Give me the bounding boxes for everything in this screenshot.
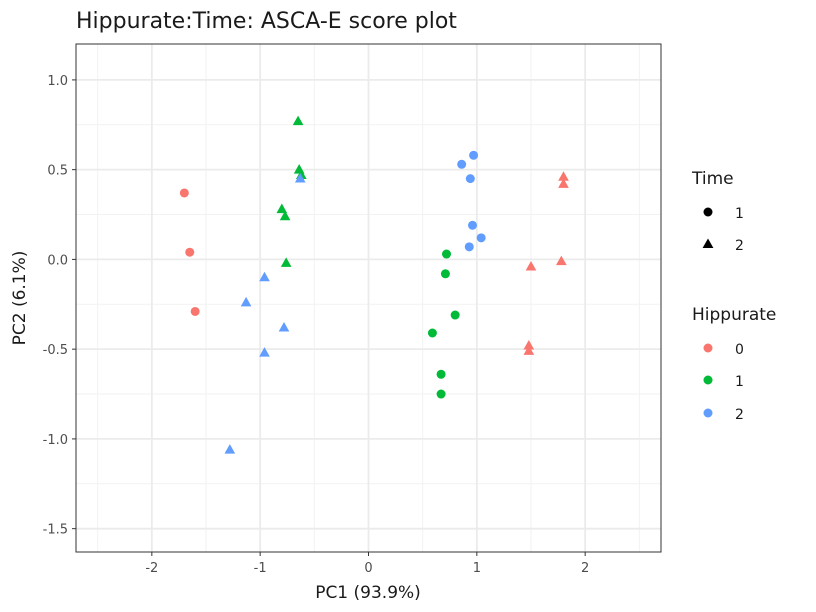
x-tick-label: 2 bbox=[581, 561, 589, 576]
chart-title: Hippurate:Time: ASCA-E score plot bbox=[76, 9, 457, 34]
legend-hippurate: Hippurate 0 1 2 bbox=[692, 305, 776, 423]
major-gridlines bbox=[76, 44, 661, 552]
legend-hippurate-label-0: 0 bbox=[735, 342, 744, 358]
data-point-triangle bbox=[523, 339, 535, 350]
y-tick-label: 1.0 bbox=[47, 74, 68, 89]
data-point-triangle bbox=[556, 255, 567, 266]
legend-time-title: Time bbox=[691, 169, 734, 189]
data-point-circle bbox=[464, 242, 474, 252]
legend-hippurate-label-1: 1 bbox=[735, 374, 744, 390]
legend-time-label-1: 1 bbox=[735, 206, 744, 222]
legend-hippurate-swatch-1 bbox=[703, 375, 713, 385]
plot-panel bbox=[75, 43, 662, 553]
data-point-triangle bbox=[224, 444, 236, 454]
legend-triangle-marker bbox=[702, 238, 714, 248]
y-tick-label: 0.5 bbox=[47, 164, 68, 179]
legend-time-label-2: 2 bbox=[735, 238, 744, 254]
data-point-circle bbox=[457, 159, 467, 169]
data-point-circle bbox=[427, 328, 437, 338]
legend-circle-marker bbox=[703, 207, 713, 217]
data-point-triangle bbox=[279, 210, 291, 221]
data-point-circle bbox=[436, 369, 446, 379]
x-axis-label: PC1 (93.9%) bbox=[315, 583, 421, 603]
data-point-triangle bbox=[259, 271, 270, 282]
data-point-circle bbox=[442, 249, 451, 259]
y-tick-label: -1.0 bbox=[43, 433, 68, 448]
data-point-triangle bbox=[292, 115, 304, 126]
x-axis: -2 -1 0 1 2 bbox=[145, 552, 589, 576]
legend-hippurate-swatch-2 bbox=[703, 408, 713, 418]
data-point-triangle bbox=[240, 296, 252, 307]
data-point-circle bbox=[469, 150, 479, 160]
data-point-circle bbox=[465, 174, 475, 184]
data-point-circle bbox=[468, 220, 477, 230]
data-point-circle bbox=[440, 269, 450, 279]
legend-hippurate-swatch-0 bbox=[703, 343, 713, 353]
data-point-circle bbox=[450, 310, 460, 320]
legend-time: Time 1 2 bbox=[691, 169, 744, 254]
x-tick-label: -2 bbox=[145, 561, 158, 576]
x-tick-label: -1 bbox=[254, 561, 267, 576]
x-tick-label: 1 bbox=[473, 561, 481, 576]
data-point-circle bbox=[190, 306, 200, 316]
data-point-triangle bbox=[280, 257, 292, 267]
y-tick-label: -0.5 bbox=[43, 343, 68, 358]
data-point-triangle bbox=[558, 171, 569, 181]
data-points bbox=[179, 115, 569, 454]
data-point-triangle bbox=[259, 347, 270, 357]
data-point-circle bbox=[436, 389, 446, 399]
data-point-triangle bbox=[523, 345, 535, 355]
y-axis: -1.5 -1.0 -0.5 0.0 0.5 1.0 bbox=[43, 74, 76, 538]
data-point-circle bbox=[476, 233, 486, 243]
data-point-triangle bbox=[558, 178, 569, 188]
data-point-triangle bbox=[276, 203, 288, 214]
y-tick-label: 0.0 bbox=[47, 253, 68, 268]
data-point-circle bbox=[179, 188, 189, 198]
legend-hippurate-label-2: 2 bbox=[735, 407, 744, 423]
x-tick-label: 0 bbox=[364, 561, 372, 576]
legend-hippurate-title: Hippurate bbox=[692, 305, 776, 325]
data-point-triangle bbox=[525, 260, 537, 271]
y-tick-label: -1.5 bbox=[43, 523, 68, 538]
data-point-triangle bbox=[294, 173, 306, 183]
y-axis-label: PC2 (6.1%) bbox=[10, 251, 30, 346]
data-point-circle bbox=[185, 247, 195, 257]
data-point-triangle bbox=[278, 322, 290, 332]
